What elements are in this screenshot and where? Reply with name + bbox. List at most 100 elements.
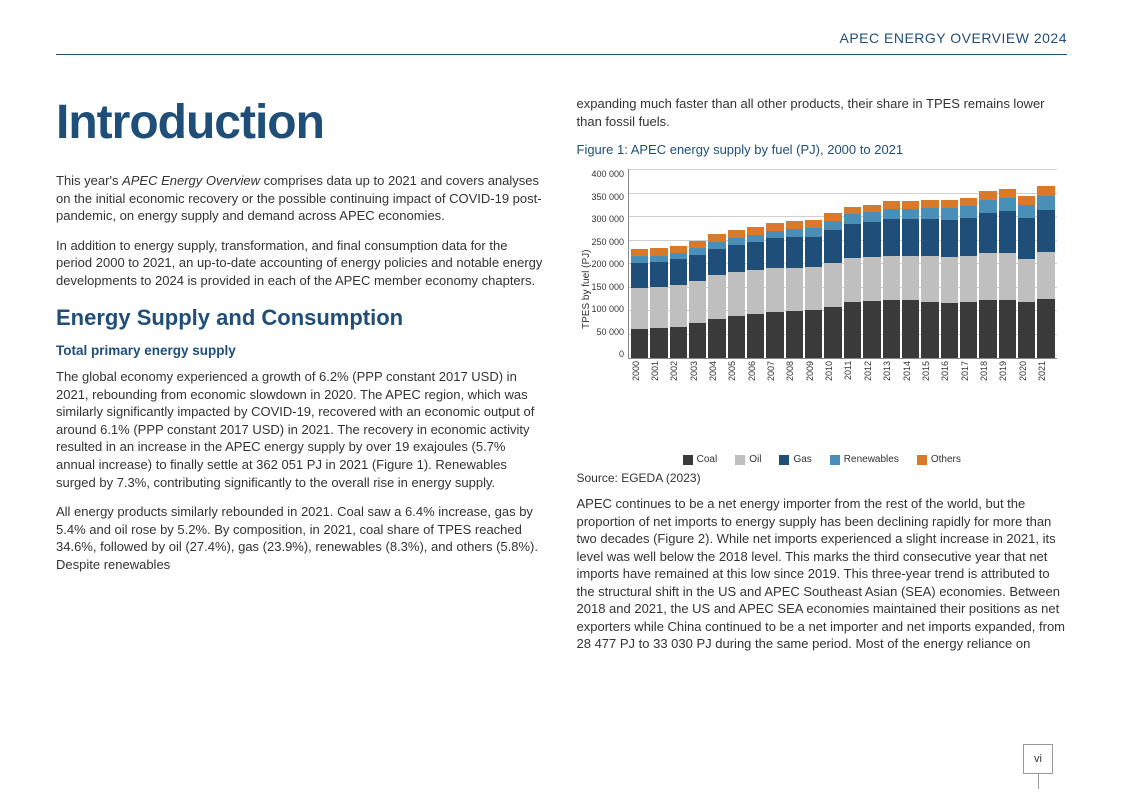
bar-segment (747, 314, 764, 358)
bar-segment (689, 281, 706, 323)
bar-segment (766, 223, 783, 231)
bar-segment (824, 263, 841, 307)
bar-segment (863, 222, 880, 258)
bar-segment (670, 259, 687, 285)
legend-label: Others (931, 454, 961, 465)
legend-swatch (683, 455, 693, 465)
bar-segment (786, 268, 803, 311)
bar-segment (805, 267, 822, 309)
bar-segment (921, 256, 938, 301)
bar-segment (786, 237, 803, 268)
bar-segment (670, 246, 687, 253)
bar-segment (960, 218, 977, 256)
x-tick-label: 2014 (902, 361, 919, 381)
bar-segment (1018, 302, 1035, 358)
legend-item: Others (917, 454, 961, 465)
body-para-4: All energy products similarly rebounded … (56, 503, 547, 573)
bar-stack (708, 234, 725, 358)
bar-segment (689, 323, 706, 358)
bar-segment (670, 285, 687, 326)
bar-segment (999, 253, 1016, 300)
bar-segment (708, 242, 725, 249)
bar-segment (824, 230, 841, 263)
bar-stack (670, 246, 687, 359)
bar-segment (708, 275, 725, 319)
bar-segment (708, 319, 725, 358)
left-column: Introduction This year's APEC Energy Ove… (56, 95, 547, 665)
y-tick-label: 350 000 (592, 192, 625, 202)
bar-segment (631, 256, 648, 263)
bar-segment (689, 241, 706, 248)
y-tick-label: 150 000 (592, 282, 625, 292)
right-para-2: APEC continues to be a net energy import… (577, 495, 1068, 653)
bar-segment (979, 300, 996, 358)
bar-segment (902, 300, 919, 358)
bar-segment (1018, 218, 1035, 259)
p1a: This year's (56, 173, 122, 188)
bar-segment (844, 224, 861, 259)
legend-item: Oil (735, 454, 761, 465)
x-tick-label: 2018 (979, 361, 996, 381)
bar-stack (786, 221, 803, 358)
bar-segment (1037, 299, 1054, 358)
bar-stack (902, 201, 919, 358)
legend-item: Coal (683, 454, 718, 465)
subsection-heading: Total primary energy supply (56, 343, 547, 358)
bar-stack (1018, 196, 1035, 358)
x-tick-label: 2003 (689, 361, 706, 381)
bar-segment (766, 231, 783, 239)
legend-swatch (735, 455, 745, 465)
bar-segment (708, 249, 725, 276)
x-tick-label: 2002 (669, 361, 686, 381)
right-column: expanding much faster than all other pro… (577, 95, 1068, 665)
legend-swatch (917, 455, 927, 465)
y-axis-ticks: 400 000350 000300 000250 000200 000150 0… (592, 169, 629, 359)
bar-segment (650, 248, 667, 255)
bar-segment (1018, 259, 1035, 302)
x-axis-labels: 2000200120022003200420052006200720082009… (629, 361, 1057, 381)
bar-segment (805, 310, 822, 358)
bar-stack (844, 207, 861, 359)
legend-label: Coal (697, 454, 718, 465)
gridline (629, 169, 1056, 170)
bar-segment (979, 191, 996, 200)
bar-segment (1037, 210, 1054, 251)
bar-segment (999, 198, 1016, 211)
chart-source: Source: EGEDA (2023) (577, 471, 1068, 485)
bar-segment (670, 327, 687, 358)
bar-segment (805, 220, 822, 228)
bar-stack (979, 191, 996, 358)
bar-segment (941, 200, 958, 208)
bar-segment (999, 211, 1016, 252)
bar-stack (824, 213, 841, 358)
section-heading: Energy Supply and Consumption (56, 305, 547, 331)
bar-segment (863, 301, 880, 358)
bar-segment (631, 249, 648, 256)
bar-segment (1037, 196, 1054, 210)
legend-item: Gas (779, 454, 811, 465)
bar-segment (786, 311, 803, 359)
bar-stack (805, 220, 822, 358)
bar-segment (902, 209, 919, 220)
y-tick-label: 100 000 (592, 304, 625, 314)
bar-segment (650, 287, 667, 328)
bar-segment (631, 288, 648, 329)
figure-caption: Figure 1: APEC energy supply by fuel (PJ… (577, 142, 1068, 157)
bar-segment (1037, 252, 1054, 299)
bar-segment (960, 206, 977, 218)
bar-segment (979, 200, 996, 213)
header-title: APEC ENERGY OVERVIEW 2024 (56, 30, 1067, 55)
bar-segment (902, 219, 919, 256)
x-tick-label: 2001 (650, 361, 667, 381)
bar-segment (805, 228, 822, 237)
bar-segment (941, 257, 958, 303)
bar-segment (728, 230, 745, 238)
bar-stack (921, 200, 938, 358)
bar-segment (883, 209, 900, 219)
x-tick-label: 2011 (843, 361, 860, 381)
bar-segment (708, 234, 725, 242)
y-axis-label: TPES by fuel (PJ) (577, 169, 592, 409)
legend-label: Gas (793, 454, 811, 465)
x-tick-label: 2007 (766, 361, 783, 381)
y-tick-label: 250 000 (592, 237, 625, 247)
